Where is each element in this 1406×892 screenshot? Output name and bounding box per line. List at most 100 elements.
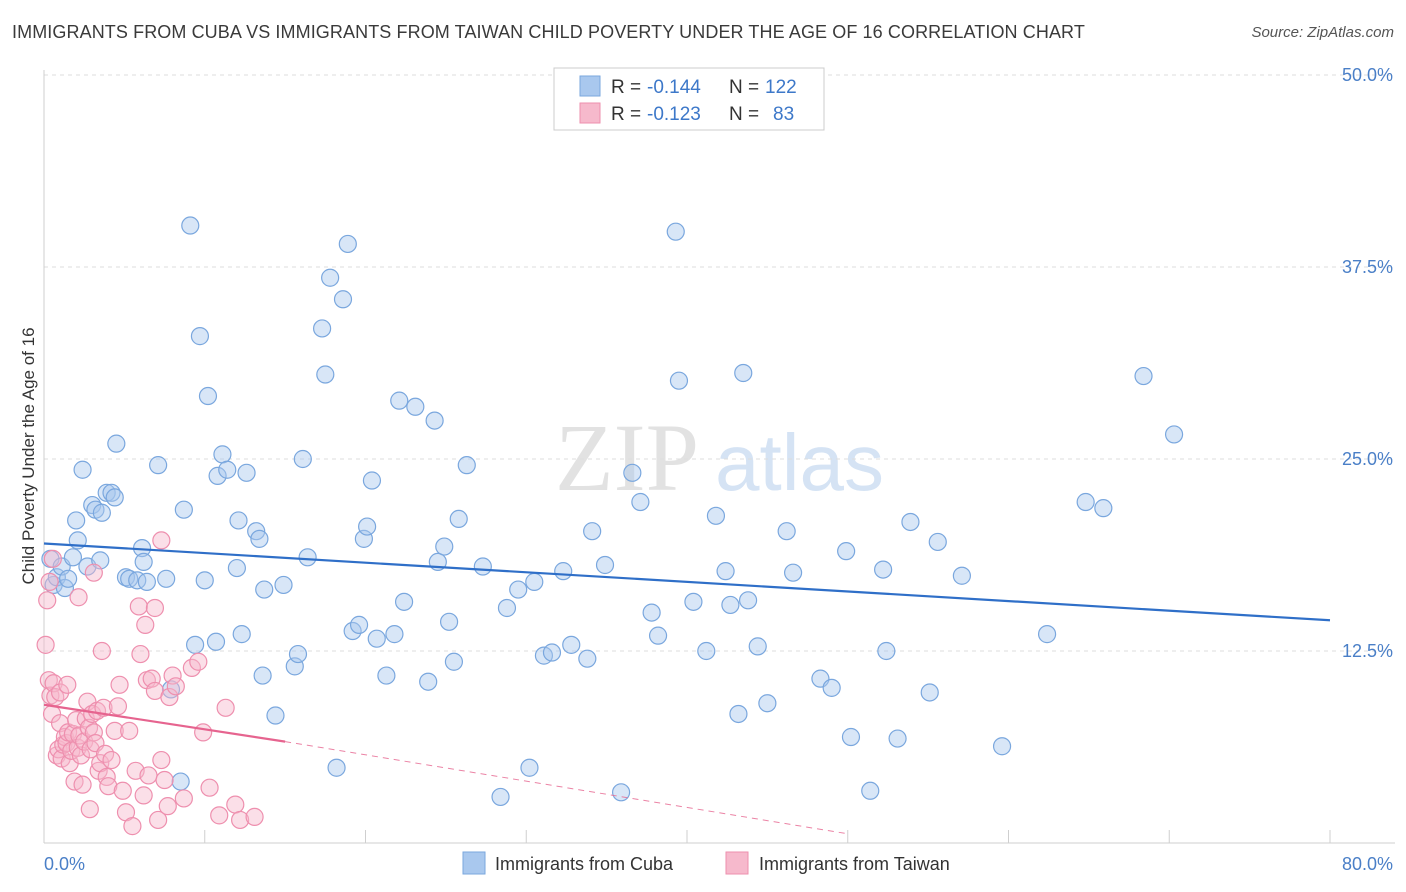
- cuba-point: [669, 371, 689, 390]
- cuba-point: [888, 729, 907, 748]
- cuba-point: [92, 503, 111, 522]
- taiwan-point: [73, 775, 92, 794]
- trend-lines: [43, 542, 1331, 835]
- taiwan-point: [110, 675, 129, 694]
- taiwan-point: [105, 721, 124, 740]
- cuba-point: [623, 463, 642, 482]
- taiwan-point: [43, 549, 62, 568]
- cuba-point: [333, 290, 353, 309]
- cuba-point: [394, 592, 414, 611]
- taiwan-point: [210, 806, 229, 825]
- taiwan-point: [38, 591, 57, 610]
- cuba-point: [822, 678, 841, 697]
- cuba-point: [444, 652, 464, 671]
- cuba-point: [554, 562, 573, 581]
- taiwan-point: [136, 615, 155, 634]
- taiwan-point: [99, 777, 118, 796]
- cuba-point: [253, 666, 272, 685]
- legend-r-value-taiwan: -0.123: [647, 104, 701, 125]
- cuba-point: [748, 637, 767, 656]
- cuba-point: [298, 548, 317, 567]
- taiwan-point: [84, 563, 103, 582]
- taiwan-point: [36, 635, 55, 654]
- y-tick-label: 12.5%: [1342, 641, 1393, 661]
- cuba-point: [198, 386, 218, 406]
- taiwan-point: [40, 572, 59, 591]
- cuba-point: [874, 560, 893, 579]
- y-axis-title: Child Poverty Under the Age of 16: [19, 327, 38, 584]
- cuba-point: [406, 397, 425, 416]
- legend-swatch-cuba: [579, 75, 601, 97]
- taiwan-point: [134, 786, 153, 805]
- cuba-point: [425, 411, 444, 430]
- cuba-point: [697, 641, 716, 661]
- taiwan-point: [50, 683, 70, 702]
- taiwan-point: [69, 588, 88, 607]
- cuba-point: [237, 463, 256, 482]
- cuba-point: [321, 268, 340, 287]
- cuba-point: [274, 575, 293, 595]
- cuba-point: [137, 572, 156, 591]
- bottom-legend-label-taiwan: Immigrants from Taiwan: [759, 854, 950, 874]
- cuba-point: [1037, 625, 1057, 644]
- cuba-point: [316, 365, 335, 384]
- cuba-point: [161, 680, 181, 699]
- cuba-point: [706, 506, 726, 525]
- taiwan-point: [131, 644, 150, 664]
- cuba-point: [218, 460, 237, 479]
- cuba-point: [525, 572, 544, 591]
- taiwan-point: [94, 698, 113, 717]
- cuba-point: [59, 569, 78, 588]
- series-legend: Immigrants from Cuba Immigrants from Tai…: [462, 851, 950, 875]
- cuba-point: [186, 635, 205, 654]
- series-cuba-points: [41, 216, 1184, 807]
- cuba-point: [783, 563, 803, 582]
- cuba-point: [190, 327, 210, 346]
- cuba-point: [134, 552, 153, 572]
- watermark: ZIP atlas: [555, 404, 884, 511]
- trend-line-cuba: [43, 542, 1331, 622]
- cuba-point: [1094, 499, 1113, 518]
- taiwan-point: [166, 677, 185, 696]
- cuba-point: [338, 234, 357, 254]
- cuba-point: [758, 694, 777, 713]
- cuba-point: [457, 456, 476, 475]
- cuba-point: [250, 529, 269, 548]
- x-tick-labels: 0.0% 80.0%: [44, 854, 1393, 874]
- legend-r-value-cuba: -0.144: [647, 77, 701, 98]
- cuba-point: [716, 562, 735, 581]
- cuba-point: [777, 522, 796, 541]
- cuba-point: [229, 511, 248, 530]
- taiwan-point: [80, 800, 99, 819]
- cuba-point: [734, 363, 753, 383]
- cuba-point: [1164, 425, 1184, 444]
- cuba-point: [631, 492, 650, 512]
- cuba-point: [920, 683, 939, 702]
- cuba-point: [611, 783, 631, 802]
- cuba-point: [901, 512, 920, 532]
- cuba-point: [583, 522, 602, 541]
- taiwan-point: [189, 652, 208, 671]
- taiwan-point: [160, 687, 179, 707]
- taiwan-point: [155, 770, 174, 790]
- gridlines: [44, 74, 1395, 843]
- cuba-point: [473, 557, 492, 576]
- x-tick-label-min: 0.0%: [44, 854, 85, 874]
- cuba-point: [349, 615, 369, 634]
- cuba-point: [1134, 366, 1153, 386]
- cuba-point: [666, 222, 685, 241]
- cuba-point: [1076, 492, 1095, 512]
- taiwan-point: [129, 597, 148, 616]
- cuba-point: [107, 434, 126, 453]
- cuba-point: [390, 391, 409, 410]
- taiwan-point: [163, 666, 182, 685]
- cuba-point: [738, 591, 758, 610]
- taiwan-point: [70, 726, 89, 745]
- cuba-point: [206, 632, 226, 651]
- cuba-point: [578, 649, 597, 668]
- taiwan-point: [58, 675, 77, 694]
- taiwan-point: [108, 697, 128, 716]
- cuba-point: [435, 537, 454, 556]
- taiwan-point: [152, 750, 171, 770]
